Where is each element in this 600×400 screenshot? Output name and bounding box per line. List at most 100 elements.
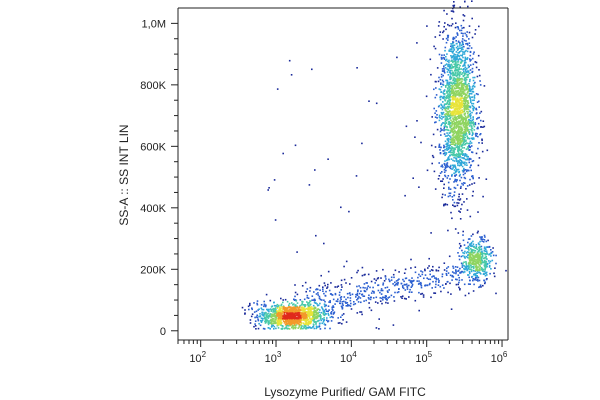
event-dot	[337, 298, 339, 301]
event-dot	[305, 320, 308, 323]
event-dot	[447, 35, 449, 38]
event-dot	[468, 25, 471, 27]
event-dot	[459, 126, 462, 128]
event-dot	[448, 146, 451, 148]
event-dot	[457, 41, 460, 43]
event-dot	[261, 319, 264, 321]
event-dot	[474, 259, 476, 261]
event-dot	[448, 158, 451, 161]
event-dot	[447, 137, 450, 140]
event-dot	[310, 314, 313, 316]
event-dot	[477, 280, 479, 282]
event-dot	[477, 276, 480, 279]
event-dot	[467, 283, 470, 285]
event-dot	[456, 84, 459, 86]
event-dot	[443, 57, 445, 59]
event-dot	[439, 78, 442, 81]
event-dot	[449, 98, 451, 101]
event-dot	[483, 248, 486, 250]
event-dot	[479, 261, 482, 263]
event-dot	[440, 165, 442, 168]
event-dot	[443, 67, 445, 69]
event-dot	[460, 130, 463, 133]
event-dot	[453, 70, 456, 72]
event-dot	[294, 315, 297, 317]
event-dot	[452, 167, 454, 169]
event-dot	[453, 63, 456, 65]
event-dot	[299, 314, 302, 317]
event-dot	[410, 280, 412, 282]
event-dot	[484, 274, 487, 277]
event-dot	[451, 46, 454, 48]
event-dot	[468, 144, 470, 147]
event-dot	[463, 113, 466, 116]
event-dot	[472, 105, 475, 108]
event-dot	[305, 314, 307, 317]
x-axis-title: Lysozyme Purified/ GAM FITC	[264, 385, 426, 399]
event-dot	[435, 94, 438, 96]
event-dot	[314, 169, 316, 171]
event-dot	[472, 279, 474, 282]
event-dot	[463, 73, 466, 75]
event-dot	[410, 267, 412, 269]
event-dot	[466, 185, 469, 187]
event-dot	[464, 66, 467, 69]
event-dot	[458, 47, 460, 50]
event-dot	[467, 265, 470, 267]
event-dot	[316, 309, 319, 312]
event-dot	[275, 312, 278, 315]
event-dot	[373, 292, 375, 294]
event-dot	[347, 305, 349, 307]
event-dot	[453, 96, 455, 98]
event-dot	[280, 322, 283, 325]
event-dot	[363, 295, 366, 297]
event-dot	[492, 254, 495, 257]
event-dot	[464, 85, 467, 88]
event-dot	[251, 313, 254, 315]
event-dot	[443, 90, 445, 92]
event-dot	[257, 309, 259, 311]
event-dot	[472, 290, 475, 292]
event-dot	[480, 256, 483, 259]
event-dot	[339, 300, 341, 302]
event-dot	[456, 184, 459, 186]
event-dot	[255, 310, 258, 313]
event-dot	[445, 103, 447, 105]
event-dot	[450, 81, 452, 84]
event-dot	[424, 274, 427, 276]
event-dot	[332, 316, 334, 319]
event-dot	[467, 157, 469, 160]
event-dot	[478, 116, 480, 119]
event-dot	[342, 300, 345, 303]
event-dot	[444, 113, 446, 116]
event-dot	[451, 86, 454, 88]
event-dot	[439, 149, 441, 151]
event-dot	[267, 316, 269, 319]
event-dot	[442, 106, 444, 109]
event-dot	[444, 174, 446, 177]
event-dot	[278, 318, 281, 320]
event-dot	[473, 129, 476, 131]
event-dot	[456, 63, 459, 66]
event-dot	[276, 310, 278, 312]
event-dot	[467, 251, 470, 254]
event-dot	[309, 300, 311, 302]
event-dot	[267, 327, 270, 329]
event-dot	[467, 121, 469, 124]
event-dot	[422, 296, 425, 298]
event-dot	[466, 31, 468, 33]
event-dot	[461, 73, 463, 75]
event-dot	[449, 96, 451, 98]
event-dot	[474, 122, 477, 124]
event-dot	[467, 169, 470, 172]
event-dot	[456, 204, 459, 207]
event-dot	[490, 268, 492, 270]
event-dot	[467, 130, 469, 132]
event-dot	[264, 312, 267, 314]
event-dot	[459, 64, 461, 67]
event-dot	[457, 103, 459, 105]
event-dot	[444, 194, 446, 196]
event-dot	[447, 100, 449, 102]
event-dot	[462, 171, 465, 173]
event-dot	[404, 194, 406, 197]
